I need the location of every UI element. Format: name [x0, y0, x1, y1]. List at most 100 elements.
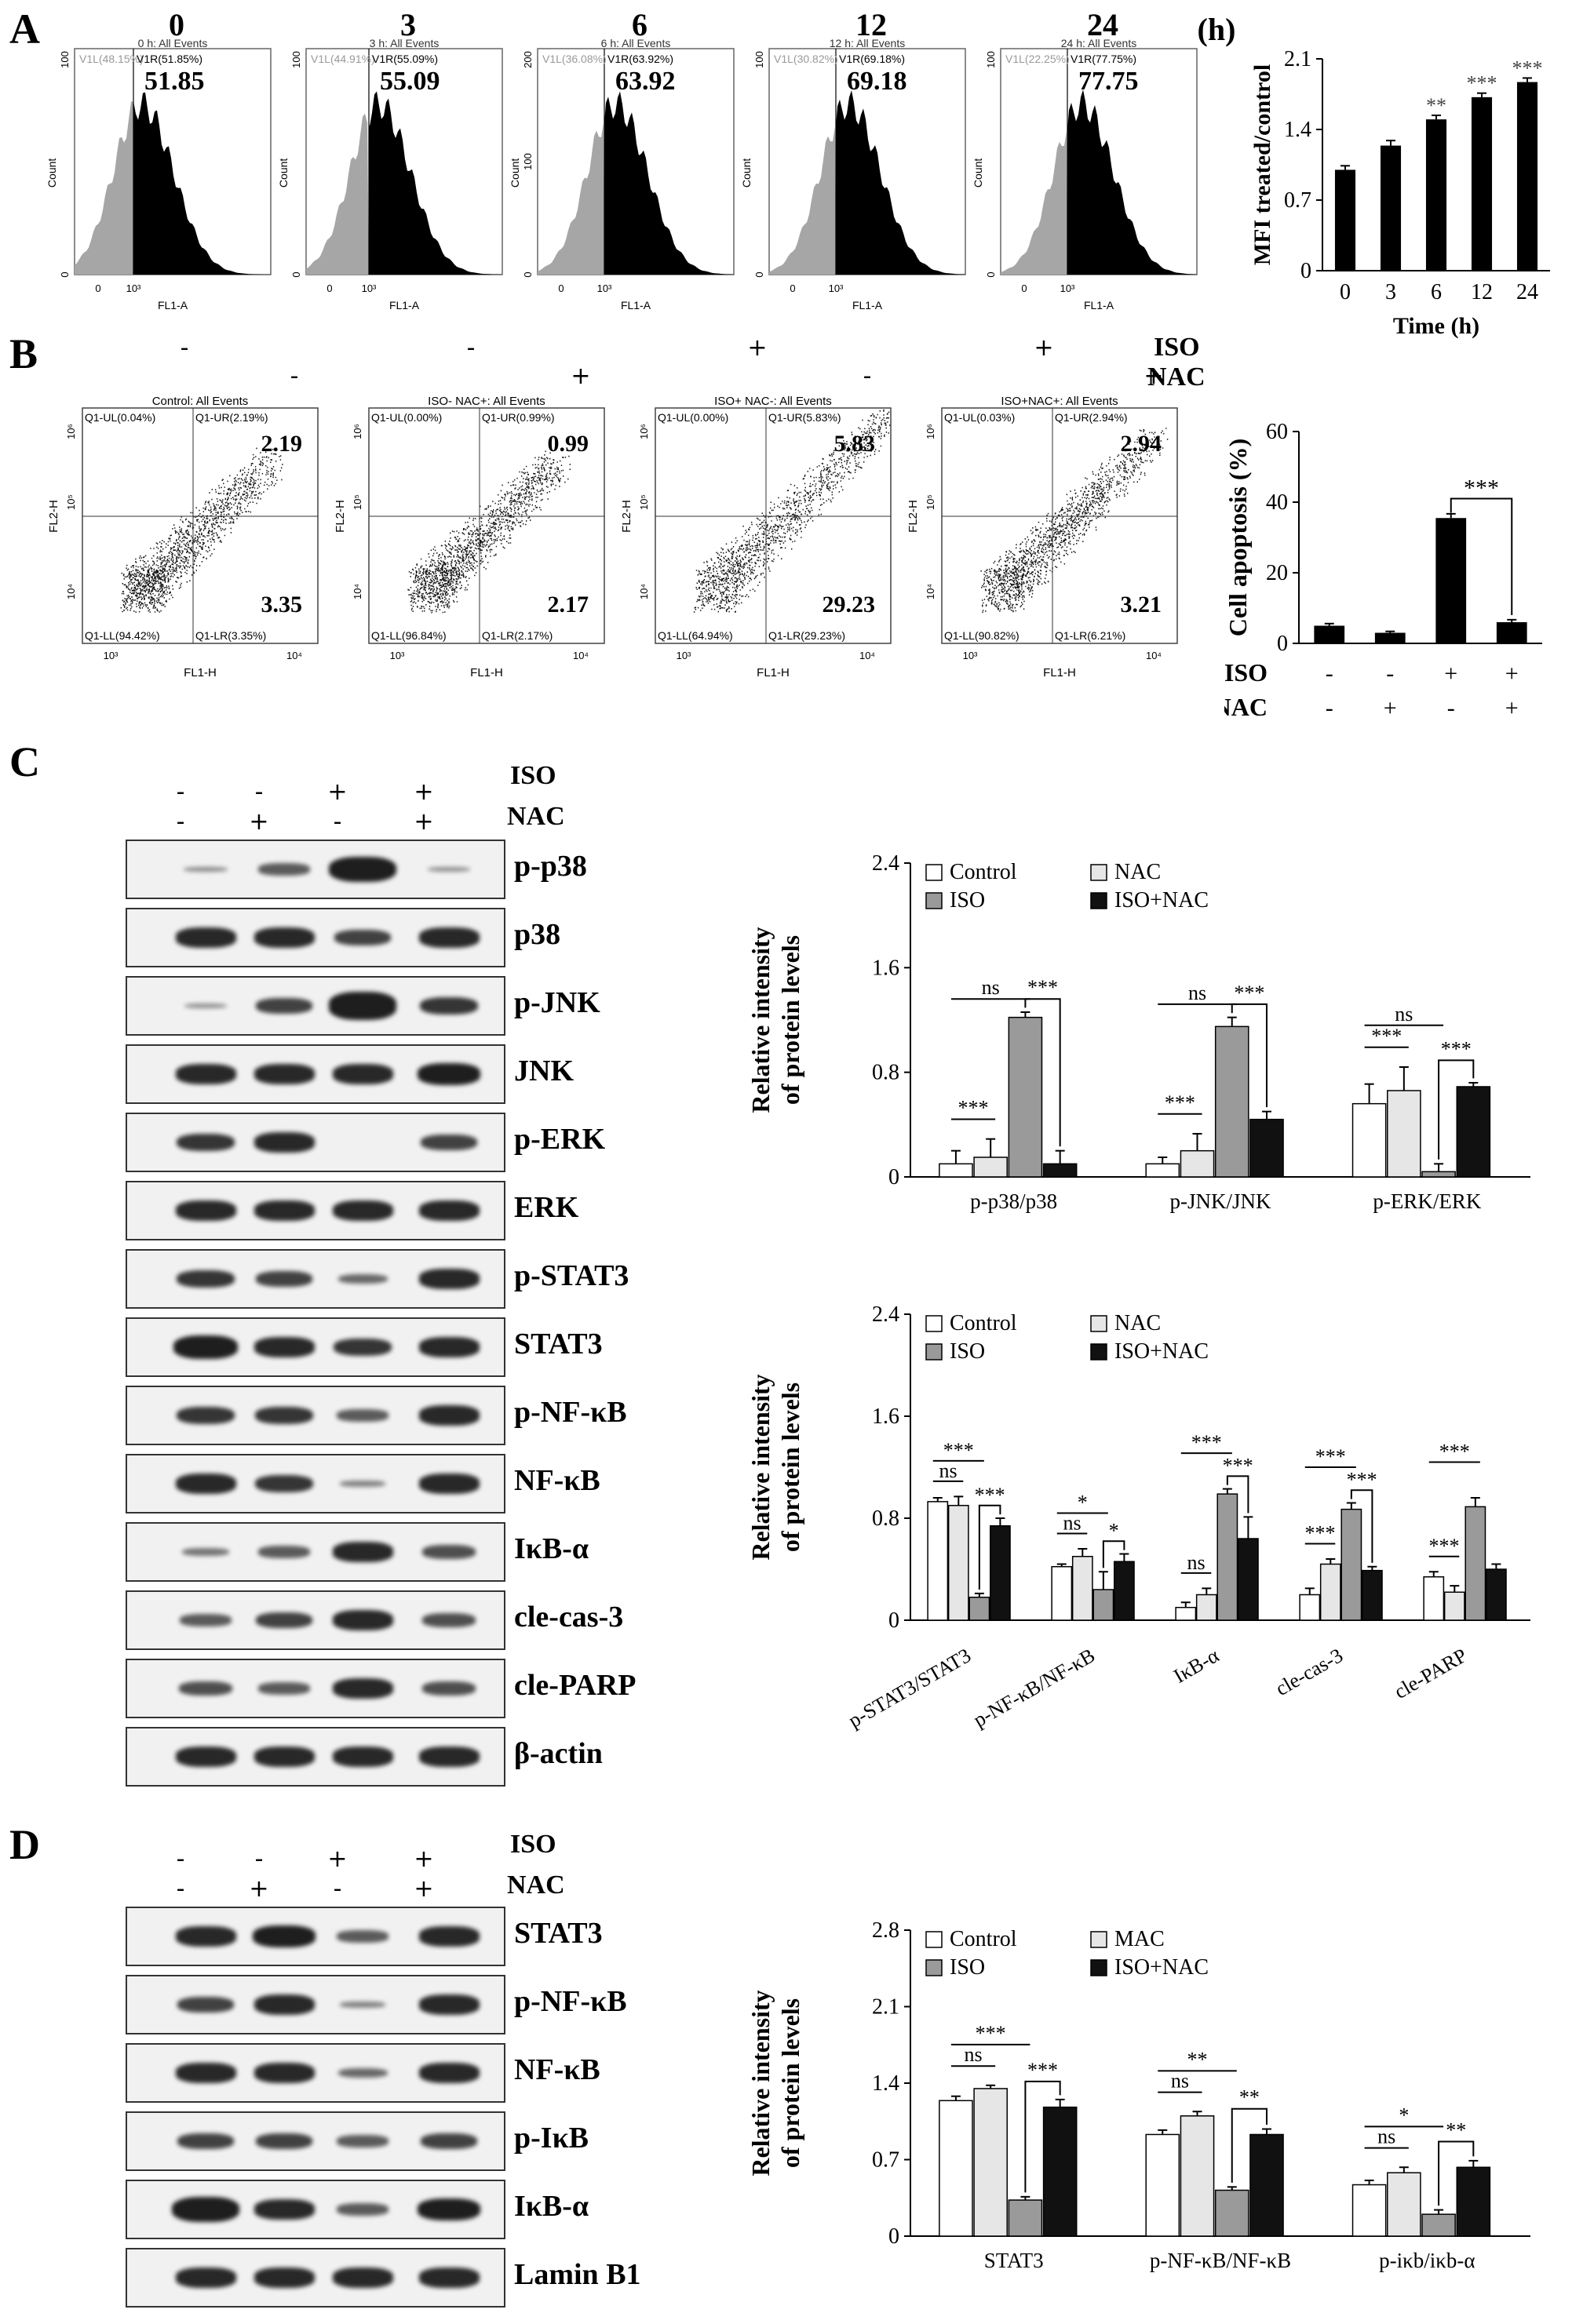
bar [1351, 2184, 1387, 2237]
legend-label: NAC [1114, 860, 1161, 884]
histogram-left-population [1001, 130, 1067, 275]
x-axis-label: FL1-A [158, 299, 188, 311]
x-tick-1000: 10³ [362, 282, 377, 294]
x-tick-label: IκB-α [1169, 1644, 1223, 1688]
scatter-points [693, 409, 891, 613]
nac-label: NAC [1224, 693, 1268, 721]
bar [1195, 1594, 1217, 1621]
bar [939, 1163, 973, 1178]
blot-strip [126, 2248, 505, 2308]
significance-bracket [1102, 1540, 1125, 1568]
blot-band [418, 1473, 480, 1494]
blot-band [418, 1926, 480, 1947]
histogram-plot: 12 h: All Events V1L(30.82%) V1R(69.18%) 69… [740, 39, 966, 311]
time-point-label: 3 [400, 7, 416, 42]
significance-bracket [1450, 497, 1513, 615]
significance-mark: *** [1441, 1037, 1472, 1060]
bar [1425, 119, 1447, 271]
x-tick: 10⁴ [1146, 650, 1162, 661]
blot-band [175, 1473, 236, 1494]
x-tick-label: p-NF-κB/NF-κB [1150, 2249, 1291, 2272]
blot-band [184, 866, 228, 872]
blot-band [175, 2268, 236, 2288]
nac-sign: - [176, 1875, 185, 1903]
x-tick: 10³ [104, 650, 119, 661]
blot-label: IκB-α [514, 2190, 589, 2223]
bar [973, 2088, 1008, 2237]
y-tick: 10⁵ [925, 494, 936, 510]
quadrant-ll: Q1-LL(64.94%) [658, 629, 733, 642]
iso-sign: - [176, 778, 185, 806]
y-tick-max: 200 [522, 51, 534, 68]
gate-right-value: 51.85 [144, 67, 205, 96]
bar [1214, 2189, 1249, 2237]
quadrant-ur: Q1-UR(2.94%) [1055, 411, 1128, 424]
significance-mark: ** [1426, 94, 1446, 117]
bar [1421, 2213, 1456, 2237]
iso-sign: + [414, 1845, 434, 1873]
blot-band [176, 1269, 235, 1288]
iso-sign: - [466, 334, 476, 362]
blot-label: JNK [514, 1055, 574, 1087]
y-tick-label: 20 [1266, 561, 1288, 585]
scatter-points [120, 447, 283, 613]
y-tick-label: 0 [888, 1165, 899, 1189]
x-axis-label: FL1-H [184, 666, 217, 679]
y-tick: 10⁴ [638, 584, 650, 599]
y-tick-label: 2.8 [872, 1918, 899, 1943]
blot-band [254, 2199, 315, 2220]
bar [927, 1501, 949, 1621]
iso-label: ISO [1224, 658, 1268, 687]
x-tick-0: 0 [558, 282, 564, 294]
y-axis-label: Count [46, 158, 58, 188]
quadrant-ll: Q1-LL(90.82%) [944, 629, 1020, 642]
scatter-plot: ISO- NAC+: All Events Q1-UL(0.00%) Q1-UR(0… [334, 395, 605, 679]
blot-band [175, 1064, 236, 1084]
blot-band [254, 2268, 315, 2288]
x-tick-0: 0 [790, 282, 795, 294]
blot-band [418, 1337, 480, 1357]
legend-swatch [1090, 1931, 1107, 1948]
scatter-title: ISO+ NAC-: All Events [714, 395, 832, 408]
blot-band [254, 1994, 315, 2015]
y-axis-label: FL2-H [906, 500, 920, 533]
panel-label-b: B [9, 330, 38, 377]
blot-band [253, 1925, 316, 1947]
legend-label: Control [950, 1311, 1017, 1335]
significance-mark: *** [976, 2022, 1006, 2045]
gate-right-label: V1R(55.09%) [372, 53, 438, 65]
blot-strip [126, 1181, 505, 1240]
time-point-label: 0 [169, 7, 184, 42]
legend-swatch [925, 1315, 943, 1332]
y-axis-label-line2: of protein levels [776, 935, 804, 1105]
y-tick: 10⁴ [925, 584, 936, 599]
blot-band [333, 1338, 392, 1357]
significance-mark: ns [964, 2043, 982, 2066]
blot-label: p-STAT3 [514, 1259, 629, 1292]
quadrant-lr: Q1-LR(3.35%) [195, 629, 266, 642]
x-tick-1000: 10³ [829, 282, 844, 294]
quadrant-ur-value: 0.99 [548, 431, 589, 457]
significance-mark: * [1109, 1519, 1119, 1542]
blot-band [256, 2133, 312, 2150]
blot-band [175, 1747, 236, 1767]
x-axis-label: Time (h) [1393, 313, 1479, 339]
time-point-label: 24 [1087, 7, 1118, 42]
bar [1351, 1102, 1387, 1178]
bar [1008, 2199, 1043, 2237]
gate-right-value: 55.09 [380, 67, 440, 96]
legend-label: ISO [950, 1339, 985, 1364]
significance-bracket [978, 1504, 1001, 1590]
blot-strip [126, 908, 505, 967]
blot-strip [126, 976, 505, 1036]
bar [1042, 2106, 1078, 2237]
significance-mark: ns [1171, 2070, 1189, 2093]
quadrant-ur: Q1-UR(2.19%) [195, 411, 268, 424]
bar [1175, 1607, 1197, 1621]
blot-label: p-p38 [514, 850, 587, 883]
nac-row-label-d: NAC [507, 1870, 565, 1900]
bar [1008, 1016, 1043, 1178]
iso-sign: - [176, 1845, 185, 1873]
blot-band [172, 2196, 239, 2223]
x-tick-label: p-p38/p38 [970, 1189, 1057, 1213]
